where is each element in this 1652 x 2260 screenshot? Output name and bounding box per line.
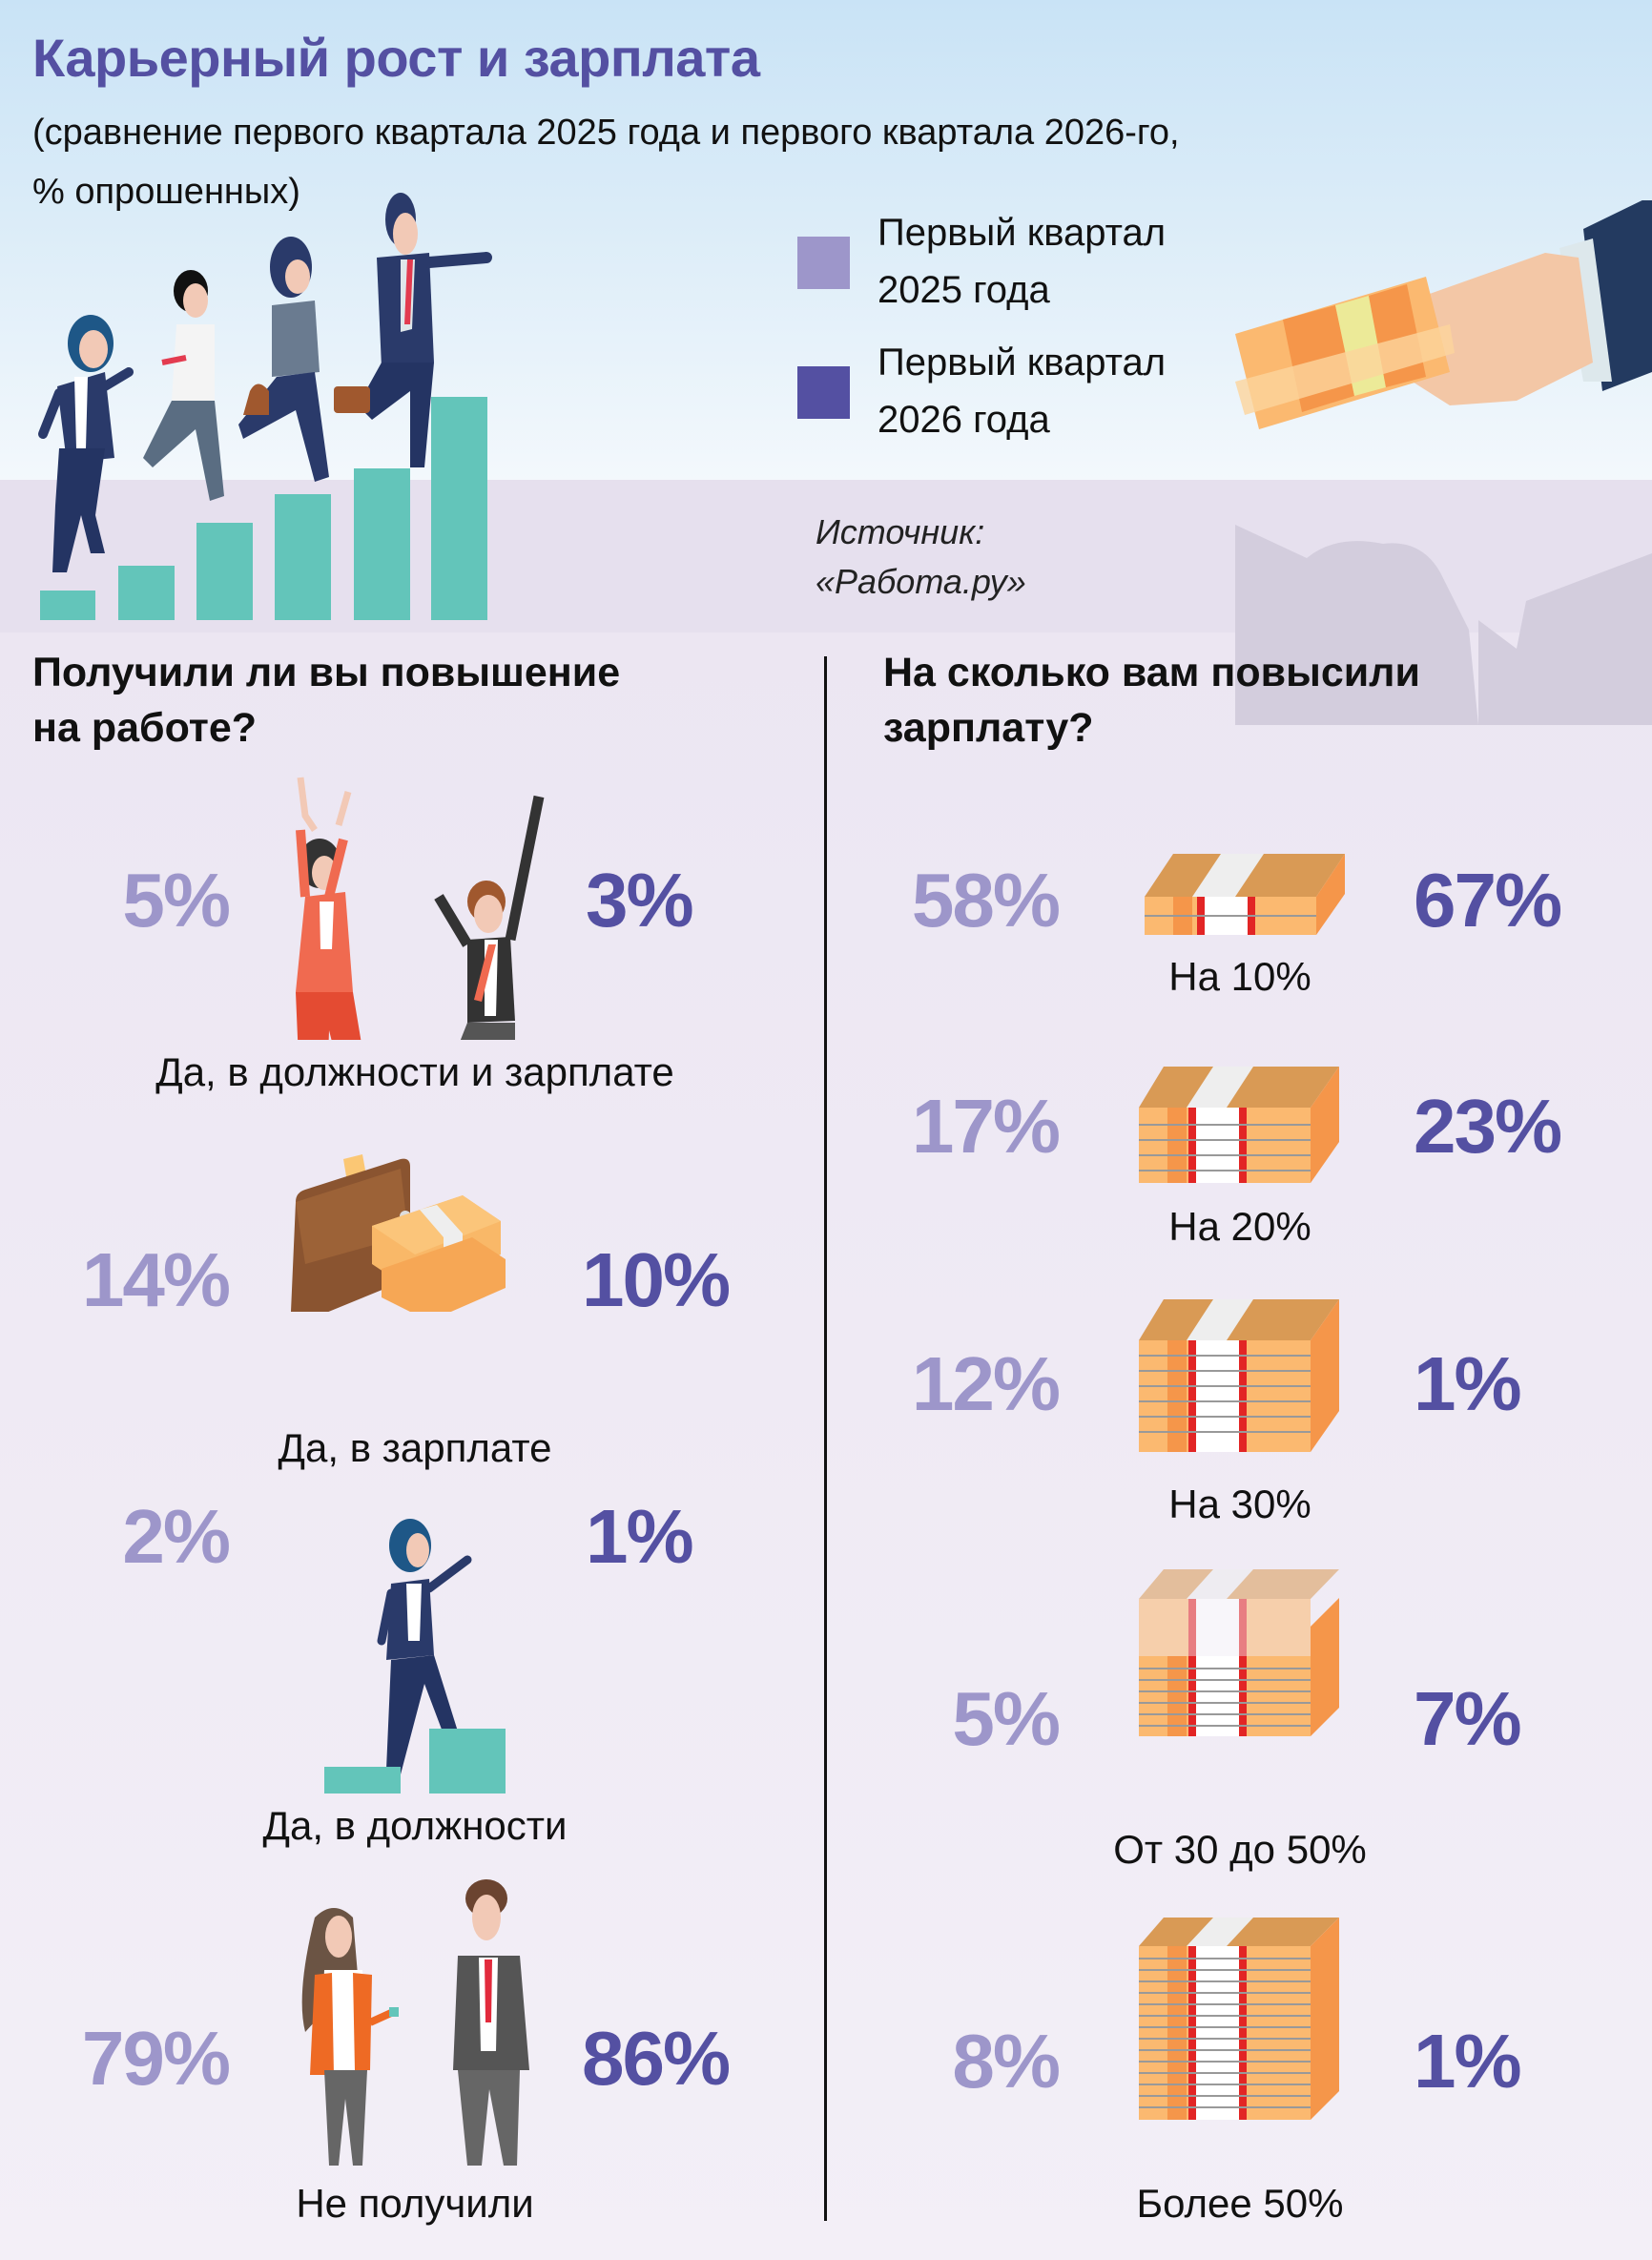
- value-2025: 14%: [81, 1237, 231, 1322]
- subtitle-line-2: % опрошенных): [32, 172, 300, 212]
- category-label: Да, в должности: [262, 1803, 568, 1848]
- value-2025: 79%: [81, 2016, 231, 2101]
- wallet-money-icon: [291, 1154, 506, 1312]
- value-2026: 1%: [1414, 2019, 1522, 2104]
- value-2025: 5%: [122, 858, 231, 943]
- value-2026: 10%: [582, 1237, 731, 1322]
- value-2025: 2%: [122, 1494, 231, 1579]
- money-stack-xxlarge-icon: [1139, 1918, 1339, 2120]
- raise-title-line2: зарплату?: [883, 705, 1094, 751]
- category-label: От 30 до 50%: [1113, 1827, 1367, 1872]
- category-label: Более 50%: [1136, 2181, 1344, 2226]
- money-stack-medium-icon: [1139, 1067, 1339, 1183]
- category-label: На 20%: [1168, 1204, 1311, 1249]
- page-subtitle: (сравнение первого квартала 2025 года и …: [32, 103, 1463, 221]
- running-man-icon: [143, 270, 224, 501]
- standing-people-icon: [301, 1879, 529, 2166]
- value-2025: 5%: [952, 1676, 1061, 1761]
- column-divider: [824, 656, 827, 2221]
- legend-label-2025-line1: Первый квартал: [878, 212, 1167, 254]
- value-2026: 23%: [1414, 1084, 1562, 1169]
- value-2026: 1%: [1414, 1341, 1522, 1426]
- page-title: Карьерный рост и зарплата: [32, 28, 760, 88]
- legend-swatch-2025: [797, 237, 850, 289]
- money-stack-xlarge-icon: [1139, 1569, 1339, 1736]
- running-woman-briefcase-icon: [238, 237, 329, 482]
- legend-label-2025-line2: 2025 года: [878, 269, 1050, 311]
- hand-with-money-icon: [1235, 200, 1652, 429]
- source-name: «Работа.ру»: [816, 562, 1026, 601]
- subtitle-line-1: (сравнение первого квартала 2025 года и …: [32, 113, 1180, 153]
- value-2026: 67%: [1414, 858, 1562, 943]
- source: Источник: «Работа.ру»: [816, 508, 1026, 607]
- value-2025: 17%: [911, 1084, 1061, 1169]
- value-2025: 8%: [952, 2019, 1061, 2104]
- value-2026: 1%: [586, 1494, 694, 1579]
- category-label: Да, в должности и зарплате: [155, 1049, 674, 1094]
- career-stairs-illustration: [38, 193, 492, 620]
- value-2025: 12%: [911, 1341, 1061, 1426]
- category-label: Да, в зарплате: [278, 1425, 552, 1470]
- value-2026: 86%: [582, 2016, 731, 2101]
- source-label: Источник:: [816, 512, 985, 551]
- value-2025: 58%: [911, 858, 1061, 943]
- raise-question-title: На сколько вам повысили зарплату?: [883, 645, 1420, 756]
- category-label: На 30%: [1168, 1482, 1311, 1526]
- climbing-stairs-icon: [324, 1519, 506, 1793]
- money-stack-large-icon: [1139, 1299, 1339, 1452]
- hand-shadow-decoration: [1235, 525, 1652, 725]
- legend-swatch-2026: [797, 366, 850, 419]
- legend-label-2026-line1: Первый квартал: [878, 342, 1167, 384]
- celebrating-people-icon: [296, 777, 545, 1040]
- category-label: Не получили: [296, 2181, 534, 2226]
- promotion-title-line1: Получили ли вы повышение: [32, 650, 621, 695]
- stairs-bars-icon: [40, 397, 487, 620]
- raise-title-line1: На сколько вам повысили: [883, 650, 1420, 695]
- value-2026: 3%: [586, 858, 694, 943]
- legend-label-2026-line2: 2026 года: [878, 399, 1050, 441]
- promotion-question-title: Получили ли вы повышение на работе?: [32, 645, 620, 756]
- money-stack-small-icon: [1145, 854, 1345, 935]
- promotion-title-line2: на работе?: [32, 705, 258, 751]
- running-woman-icon: [38, 315, 134, 572]
- category-label: На 10%: [1168, 954, 1311, 999]
- leading-businessman-icon: [334, 193, 492, 467]
- value-2026: 7%: [1414, 1676, 1522, 1761]
